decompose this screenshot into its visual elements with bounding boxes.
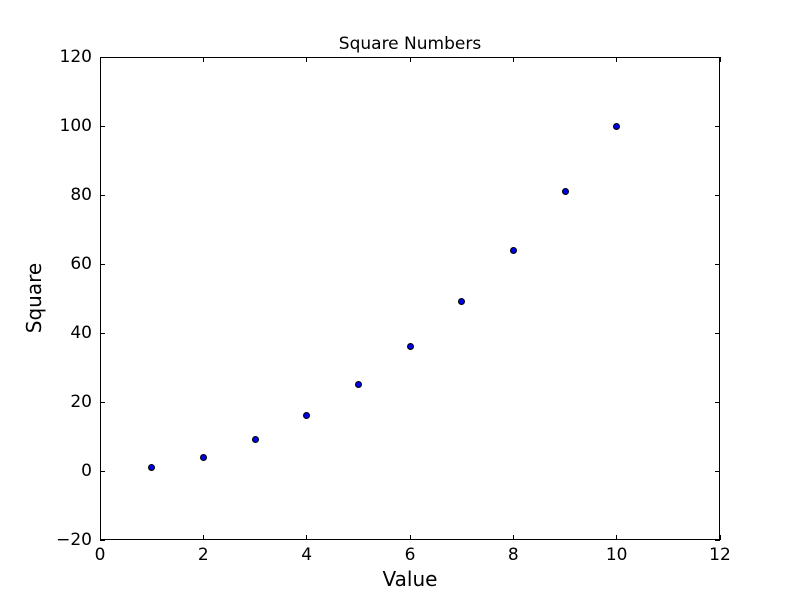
- data-point: [458, 298, 466, 306]
- data-point: [406, 343, 414, 351]
- y-tick-mark-right: [715, 401, 720, 403]
- data-point: [509, 246, 517, 254]
- x-tick-label: 4: [301, 545, 313, 565]
- axes-frame: [100, 57, 720, 540]
- data-point: [303, 412, 311, 420]
- x-tick-mark-bottom: [306, 535, 308, 540]
- y-tick-mark-left: [100, 332, 105, 334]
- y-tick-label: 0: [81, 461, 92, 481]
- y-tick-mark-right: [715, 539, 720, 541]
- data-point: [613, 122, 621, 130]
- x-tick-label: 8: [507, 545, 519, 565]
- data-point: [251, 436, 259, 444]
- y-tick-label: 100: [59, 116, 92, 136]
- y-tick-label: 60: [70, 254, 92, 274]
- y-tick-mark-right: [715, 56, 720, 58]
- x-tick-mark-top: [202, 57, 204, 62]
- x-tick-label: 12: [709, 545, 731, 565]
- y-tick-mark-left: [100, 56, 105, 58]
- y-tick-mark-right: [715, 470, 720, 472]
- x-tick-mark-top: [306, 57, 308, 62]
- y-tick-label: 40: [70, 323, 92, 343]
- y-tick-label: −20: [56, 530, 92, 550]
- x-tick-mark-bottom: [202, 535, 204, 540]
- x-tick-mark-top: [616, 57, 618, 62]
- x-tick-mark-bottom: [99, 535, 101, 540]
- data-point: [354, 381, 362, 389]
- x-axis-label: Value: [382, 567, 438, 591]
- y-tick-mark-left: [100, 539, 105, 541]
- data-point: [561, 188, 569, 196]
- y-tick-label: 120: [59, 47, 92, 67]
- x-tick-label: 10: [605, 545, 628, 565]
- x-tick-mark-bottom: [719, 535, 721, 540]
- x-tick-label: 6: [404, 545, 416, 565]
- y-tick-mark-right: [715, 125, 720, 127]
- x-tick-label: 2: [197, 545, 209, 565]
- x-tick-mark-bottom: [409, 535, 411, 540]
- y-tick-mark-right: [715, 263, 720, 265]
- y-tick-mark-left: [100, 401, 105, 403]
- y-tick-mark-left: [100, 470, 105, 472]
- plot-area: [99, 56, 721, 541]
- y-tick-mark-left: [100, 125, 105, 127]
- data-point: [148, 464, 156, 472]
- x-tick-mark-bottom: [616, 535, 618, 540]
- x-tick-mark-top: [719, 57, 721, 62]
- y-tick-mark-left: [100, 194, 105, 196]
- y-tick-mark-left: [100, 263, 105, 265]
- x-tick-label: 0: [94, 545, 106, 565]
- chart-title: Square Numbers: [338, 34, 482, 54]
- x-tick-mark-top: [99, 57, 101, 62]
- x-tick-mark-bottom: [512, 535, 514, 540]
- x-tick-mark-top: [512, 57, 514, 62]
- y-tick-label: 80: [70, 185, 92, 205]
- y-tick-label: 20: [70, 392, 92, 412]
- data-point: [199, 453, 207, 461]
- y-tick-mark-right: [715, 194, 720, 196]
- x-tick-mark-top: [409, 57, 411, 62]
- y-tick-mark-right: [715, 332, 720, 334]
